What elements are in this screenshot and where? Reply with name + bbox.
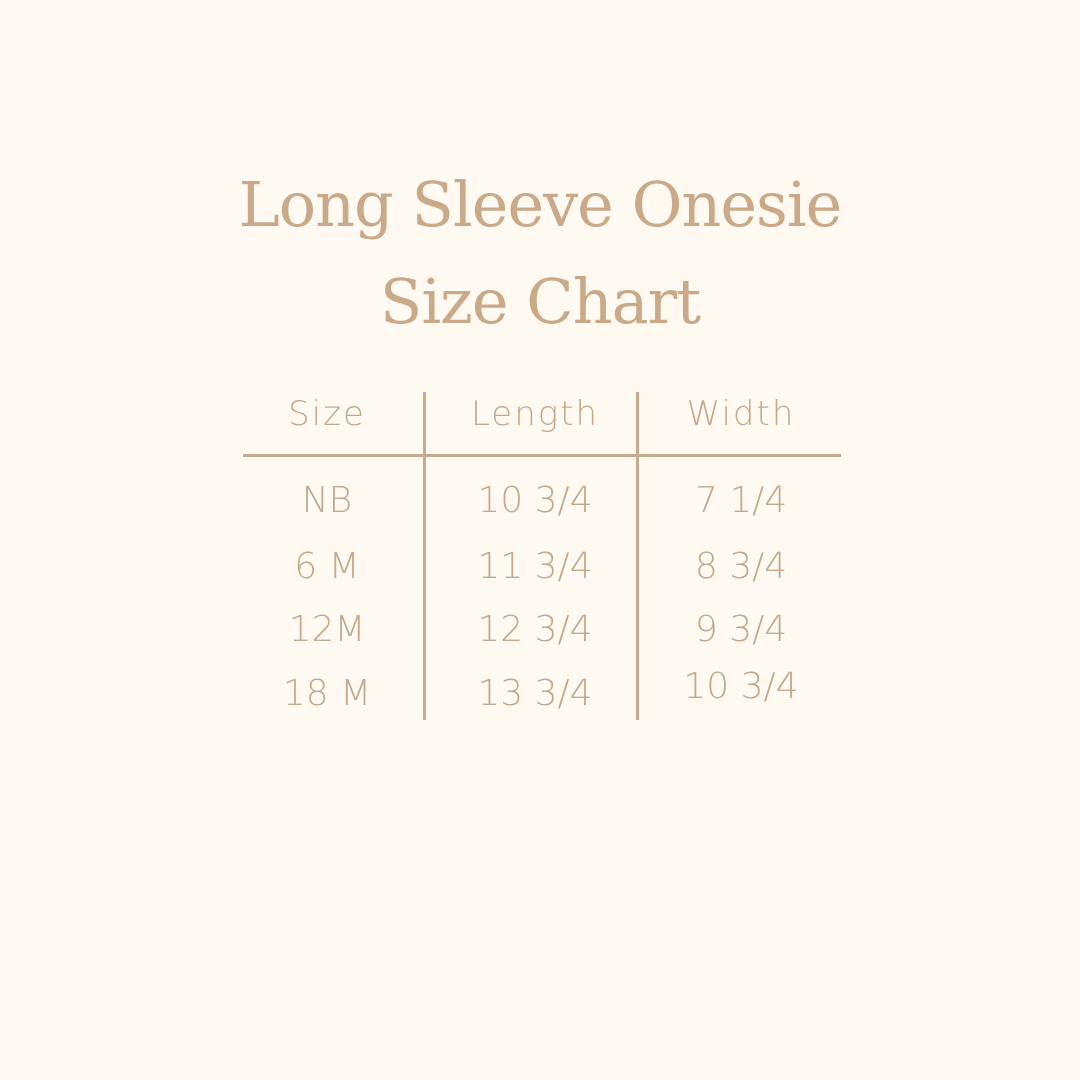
header-width: Width [686,394,796,434]
table-cell: 7 1/4 [694,480,788,521]
table-cell: 9 3/4 [694,609,788,650]
column-divider [636,392,639,720]
table-cell: NB [301,480,353,521]
table-cell: 8 3/4 [694,546,788,587]
table-cell: 12M [288,609,366,650]
page-subtitle: Size Chart [379,265,701,338]
table-cell: 10 3/4 [683,666,799,707]
header-divider [243,454,841,457]
table-cell: 11 3/4 [477,546,593,587]
column-divider [423,392,426,720]
table-cell: 10 3/4 [477,480,593,521]
table-cell: 12 3/4 [477,609,593,650]
header-length: Length [470,394,600,434]
table-cell: 18 M [282,673,372,714]
table-cell: 6 M [294,546,360,587]
table-cell: 13 3/4 [477,673,593,714]
header-size: Size [288,394,366,434]
page-title: Long Sleeve Onesie [238,168,843,241]
